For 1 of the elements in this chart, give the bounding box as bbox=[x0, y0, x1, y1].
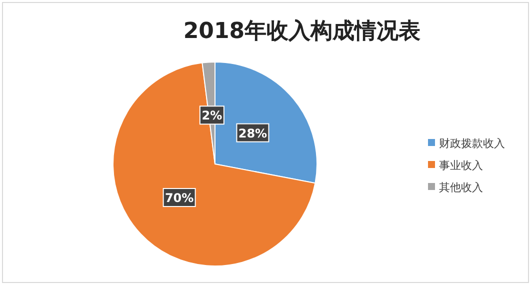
title: 2018年收入构成情况表 bbox=[183, 19, 421, 44]
